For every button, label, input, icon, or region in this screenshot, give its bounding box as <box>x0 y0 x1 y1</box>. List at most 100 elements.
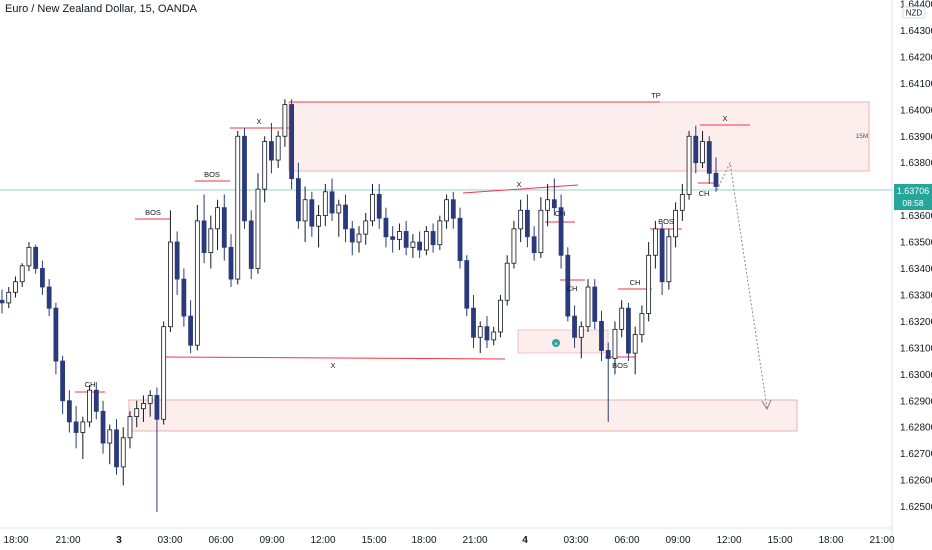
time-tick-label: 21:00 <box>462 535 487 546</box>
candle <box>693 125 699 174</box>
price-tick-label: 1.62900 <box>900 396 932 407</box>
candle-body <box>161 326 167 420</box>
candle <box>524 194 530 248</box>
x-line-low[interactable] <box>161 356 506 360</box>
x-line-mid[interactable] <box>462 184 579 194</box>
candle <box>147 390 153 417</box>
candles-layer <box>0 99 719 512</box>
time-tick-label: 18:00 <box>818 535 843 546</box>
candle <box>107 424 113 465</box>
candle <box>215 199 220 250</box>
candle-body <box>397 231 402 240</box>
countdown-label: 08:58 <box>902 198 924 208</box>
candle <box>464 255 470 317</box>
candle-body <box>363 220 369 235</box>
candle-body <box>66 400 72 423</box>
candle-body <box>134 408 140 418</box>
bos-label-3: BOS <box>658 217 674 226</box>
candle <box>518 199 524 243</box>
candle-body <box>107 429 113 444</box>
candle <box>397 223 402 250</box>
candle-body <box>713 172 719 187</box>
candle-body <box>215 207 220 230</box>
candle-body <box>316 215 321 227</box>
price-tick-label: 1.63600 <box>900 211 932 222</box>
candle <box>706 136 712 184</box>
price-tick-label: 1.63400 <box>900 264 932 275</box>
supply-zone[interactable] <box>288 101 870 172</box>
candle-body <box>565 254 571 317</box>
signal-marker[interactable]: ✕ <box>552 339 560 348</box>
candle-body <box>60 360 66 402</box>
candle-body <box>40 268 45 288</box>
candle <box>383 207 389 248</box>
ch-label-2: CH <box>555 209 566 218</box>
candle <box>242 128 247 229</box>
candle-body <box>599 320 604 351</box>
candle-body <box>437 220 443 246</box>
candle-body <box>551 199 557 209</box>
candle-body <box>194 220 200 346</box>
candle-body <box>693 135 699 164</box>
candle-body <box>578 326 584 338</box>
candle <box>73 406 79 449</box>
candle <box>531 226 537 261</box>
candle-body <box>390 236 396 240</box>
candle <box>686 130 692 200</box>
candle-body <box>605 350 611 359</box>
candle <box>484 316 490 348</box>
candle <box>167 210 173 332</box>
candle <box>390 226 396 253</box>
candle <box>161 321 167 425</box>
price-tick-label: 1.64300 <box>900 26 932 37</box>
candle <box>275 130 281 168</box>
candle <box>66 390 72 433</box>
candle-body <box>80 421 86 433</box>
price-axis[interactable]: 1.64400 1.64300 1.64200 1.64100 1.64000 1.639… <box>900 0 932 513</box>
candle <box>578 321 584 359</box>
candle-body <box>282 104 288 137</box>
candle <box>437 215 443 250</box>
candle-body <box>612 328 618 359</box>
time-tick-label: 06:00 <box>614 535 639 546</box>
candle <box>558 194 564 269</box>
mini-zone[interactable] <box>517 329 609 354</box>
candle-body <box>255 188 261 269</box>
candle-body <box>93 389 99 412</box>
candle <box>659 223 665 295</box>
time-axis[interactable]: 18:00 21:00 3 03:00 06:00 09:00 12:00 15:00 18:0… <box>3 535 894 546</box>
demand-zone[interactable] <box>128 399 798 432</box>
candle-body <box>73 421 79 433</box>
price-tick-label: 1.63000 <box>900 370 932 381</box>
candle <box>356 226 362 253</box>
price-tick-label: 1.62700 <box>900 449 932 460</box>
time-tick-label: 21:00 <box>55 535 80 546</box>
candle-body <box>322 191 328 216</box>
candle-body <box>538 209 544 254</box>
candle <box>13 276 18 298</box>
candle-body <box>632 334 638 354</box>
candle <box>417 231 423 258</box>
time-tick-label: 12:00 <box>310 535 335 546</box>
candle-body <box>659 228 665 283</box>
candle-body <box>457 217 463 261</box>
candle-body <box>13 281 18 293</box>
candle-body <box>673 209 678 238</box>
candle-body <box>302 199 308 222</box>
projection-arrow[interactable] <box>716 161 772 411</box>
candle <box>565 247 571 322</box>
candle <box>194 205 200 351</box>
candle <box>423 226 429 256</box>
candle <box>221 194 227 261</box>
candle-body <box>706 141 712 174</box>
candle <box>120 427 126 486</box>
candle <box>100 400 106 454</box>
candle <box>134 400 140 428</box>
signal-dot-glyph: ✕ <box>554 342 558 348</box>
candle <box>612 321 618 375</box>
candle <box>666 228 672 290</box>
time-tick-label: 06:00 <box>208 535 233 546</box>
candle-body <box>524 209 530 238</box>
candle <box>154 387 160 512</box>
